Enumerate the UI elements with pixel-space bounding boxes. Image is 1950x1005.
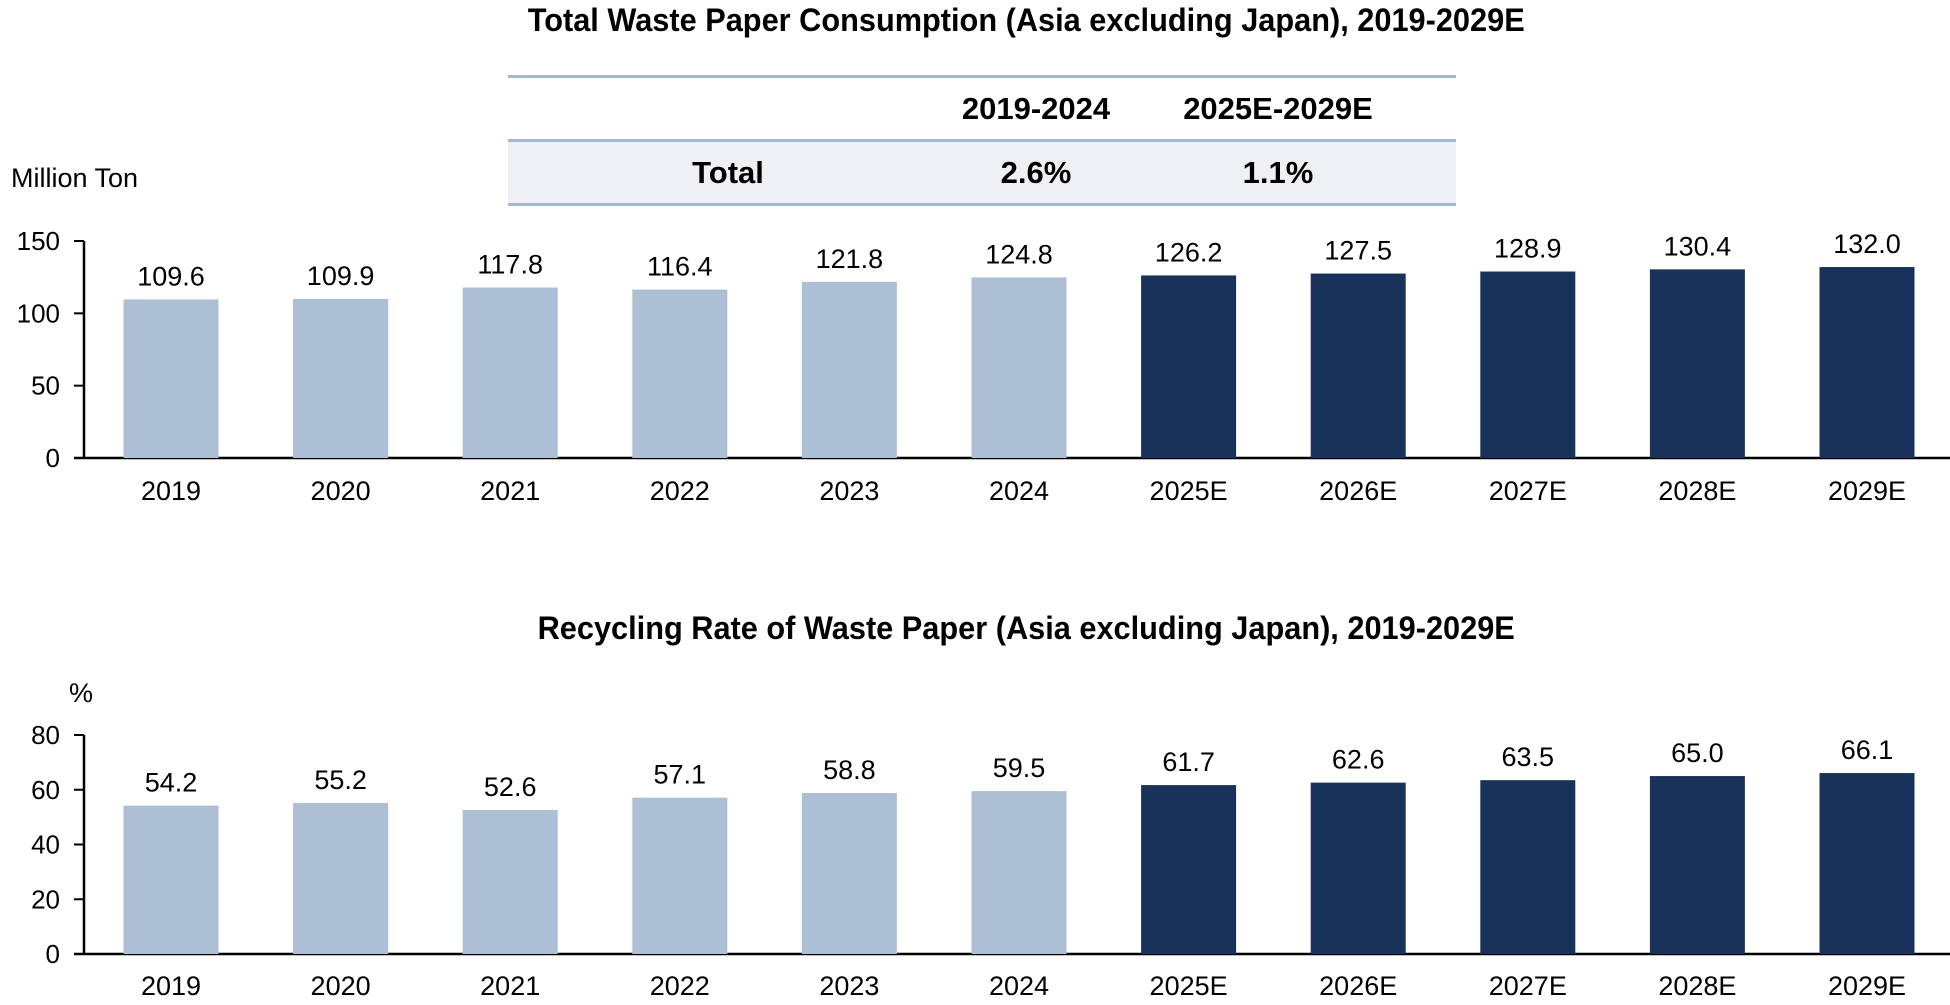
consumption-bar-2019: [123, 299, 219, 458]
recycling-y-tick-label: 40: [31, 830, 60, 860]
consumption-bar-2022: [632, 289, 728, 458]
recycling-x-tick-label-2024: 2024: [989, 971, 1049, 1001]
table-header-2019-2024: 2019-2024: [961, 91, 1111, 126]
table-rule-bottom: [508, 203, 1456, 206]
consumption-bar-2024: [971, 277, 1067, 458]
recycling-bar-2020: [293, 802, 389, 954]
consumption-value-label-2019: 109.6: [137, 261, 205, 291]
consumption-bar-2020: [293, 299, 389, 458]
recycling-bar-2024: [971, 791, 1067, 954]
cagr-table: 2019-2024 2025E-2029E Total 2.6% 1.1%: [508, 75, 1456, 206]
recycling-x-tick-label-2019: 2019: [141, 971, 201, 1001]
recycling-value-label-2021: 52.6: [484, 772, 537, 802]
consumption-value-label-2026E: 127.5: [1324, 236, 1392, 266]
recycling-value-label-2024: 59.5: [993, 753, 1046, 783]
recycling-bar-2019: [123, 805, 219, 954]
consumption-value-label-2024: 124.8: [985, 239, 1053, 269]
recycling-value-label-2022: 57.1: [654, 760, 707, 790]
recycling-value-label-2019: 54.2: [145, 768, 198, 798]
consumption-x-tick-label-2027E: 2027E: [1489, 476, 1567, 506]
recycling-y-tick-label: 60: [31, 775, 60, 805]
recycling-bar-2025E: [1141, 785, 1237, 954]
recycling-bar-2022: [632, 797, 728, 954]
consumption-bar-2023: [801, 281, 897, 458]
table-header-2025e-2029e: 2025E-2029E: [1183, 91, 1373, 126]
recycling-x-tick-label-2021: 2021: [480, 971, 540, 1001]
consumption-x-tick-label-2028E: 2028E: [1658, 476, 1736, 506]
consumption-x-tick-label-2023: 2023: [819, 476, 879, 506]
consumption-bar-2021: [462, 287, 558, 458]
consumption-value-label-2021: 117.8: [477, 250, 543, 280]
table-cell-cagr-2025e-2029e: 1.1%: [1242, 155, 1314, 190]
recycling-x-tick-label-2029E: 2029E: [1828, 971, 1906, 1001]
chart-title-recycling: Recycling Rate of Waste Paper (Asia excl…: [537, 610, 1515, 646]
consumption-value-label-2029E: 132.0: [1833, 229, 1901, 259]
table-header-row: 2019-2024 2025E-2029E: [508, 78, 1456, 139]
recycling-bar-2021: [462, 810, 558, 954]
consumption-x-tick-label-2025E: 2025E: [1150, 476, 1228, 506]
consumption-x-tick-label-2026E: 2026E: [1319, 476, 1397, 506]
recycling-bar-2028E: [1649, 776, 1745, 954]
consumption-y-tick-label: 150: [17, 226, 60, 256]
table-rule-middle: [508, 139, 1456, 142]
consumption-x-tick-label-2029E: 2029E: [1828, 476, 1906, 506]
consumption-bar-2026E: [1310, 273, 1406, 458]
recycling-value-label-2028E: 65.0: [1671, 738, 1724, 768]
recycling-bar-2026E: [1310, 782, 1406, 954]
consumption-bar-2025E: [1141, 275, 1237, 458]
consumption-y-tick-label: 0: [46, 443, 60, 473]
recycling-y-tick-label: 0: [46, 939, 60, 969]
consumption-value-label-2023: 121.8: [816, 244, 884, 274]
recycling-value-label-2027E: 63.5: [1502, 742, 1555, 772]
recycling-x-tick-label-2028E: 2028E: [1658, 971, 1736, 1001]
table-cell-cagr-2019-2024: 2.6%: [1000, 155, 1072, 190]
recycling-x-tick-label-2023: 2023: [819, 971, 879, 1001]
recycling-bar-2027E: [1480, 780, 1576, 954]
recycling-value-label-2023: 58.8: [823, 755, 876, 785]
recycling-value-label-2025E: 61.7: [1162, 747, 1215, 777]
consumption-x-tick-label-2021: 2021: [480, 476, 540, 506]
recycling-x-tick-label-2027E: 2027E: [1489, 971, 1567, 1001]
consumption-x-tick-label-2019: 2019: [141, 476, 201, 506]
chart-title-consumption: Total Waste Paper Consumption (Asia excl…: [527, 2, 1525, 38]
consumption-x-tick-label-2020: 2020: [311, 476, 371, 506]
recycling-value-label-2029E: 66.1: [1841, 735, 1894, 765]
recycling-x-tick-label-2022: 2022: [650, 971, 710, 1001]
consumption-value-label-2020: 109.9: [307, 261, 375, 291]
recycling-x-tick-label-2020: 2020: [311, 971, 371, 1001]
consumption-value-label-2025E: 126.2: [1155, 237, 1223, 267]
recycling-y-tick-label: 80: [31, 720, 60, 750]
recycling-y-tick-label: 20: [31, 884, 60, 914]
recycling-value-label-2020: 55.2: [314, 765, 367, 795]
consumption-bar-2028E: [1649, 269, 1745, 458]
consumption-value-label-2022: 116.4: [647, 252, 713, 282]
table-rule-top: [508, 75, 1456, 78]
recycling-bar-2029E: [1819, 773, 1915, 954]
consumption-value-label-2028E: 130.4: [1664, 231, 1732, 261]
consumption-y-tick-label: 50: [31, 371, 60, 401]
y-axis-unit-recycling: %: [69, 678, 94, 708]
recycling-bar-2023: [801, 793, 897, 954]
recycling-x-tick-label-2025E: 2025E: [1150, 971, 1228, 1001]
consumption-value-label-2027E: 128.9: [1494, 234, 1562, 264]
consumption-y-tick-label: 100: [17, 298, 60, 328]
consumption-x-tick-label-2024: 2024: [989, 476, 1049, 506]
y-axis-unit-consumption: Million Ton: [11, 163, 139, 193]
table-row-total: Total 2.6% 1.1%: [508, 142, 1456, 203]
consumption-bar-2029E: [1819, 267, 1915, 458]
consumption-x-tick-label-2022: 2022: [650, 476, 710, 506]
consumption-bar-2027E: [1480, 271, 1576, 458]
recycling-x-tick-label-2026E: 2026E: [1319, 971, 1397, 1001]
table-row-label: Total: [692, 155, 764, 190]
recycling-value-label-2026E: 62.6: [1332, 745, 1385, 775]
